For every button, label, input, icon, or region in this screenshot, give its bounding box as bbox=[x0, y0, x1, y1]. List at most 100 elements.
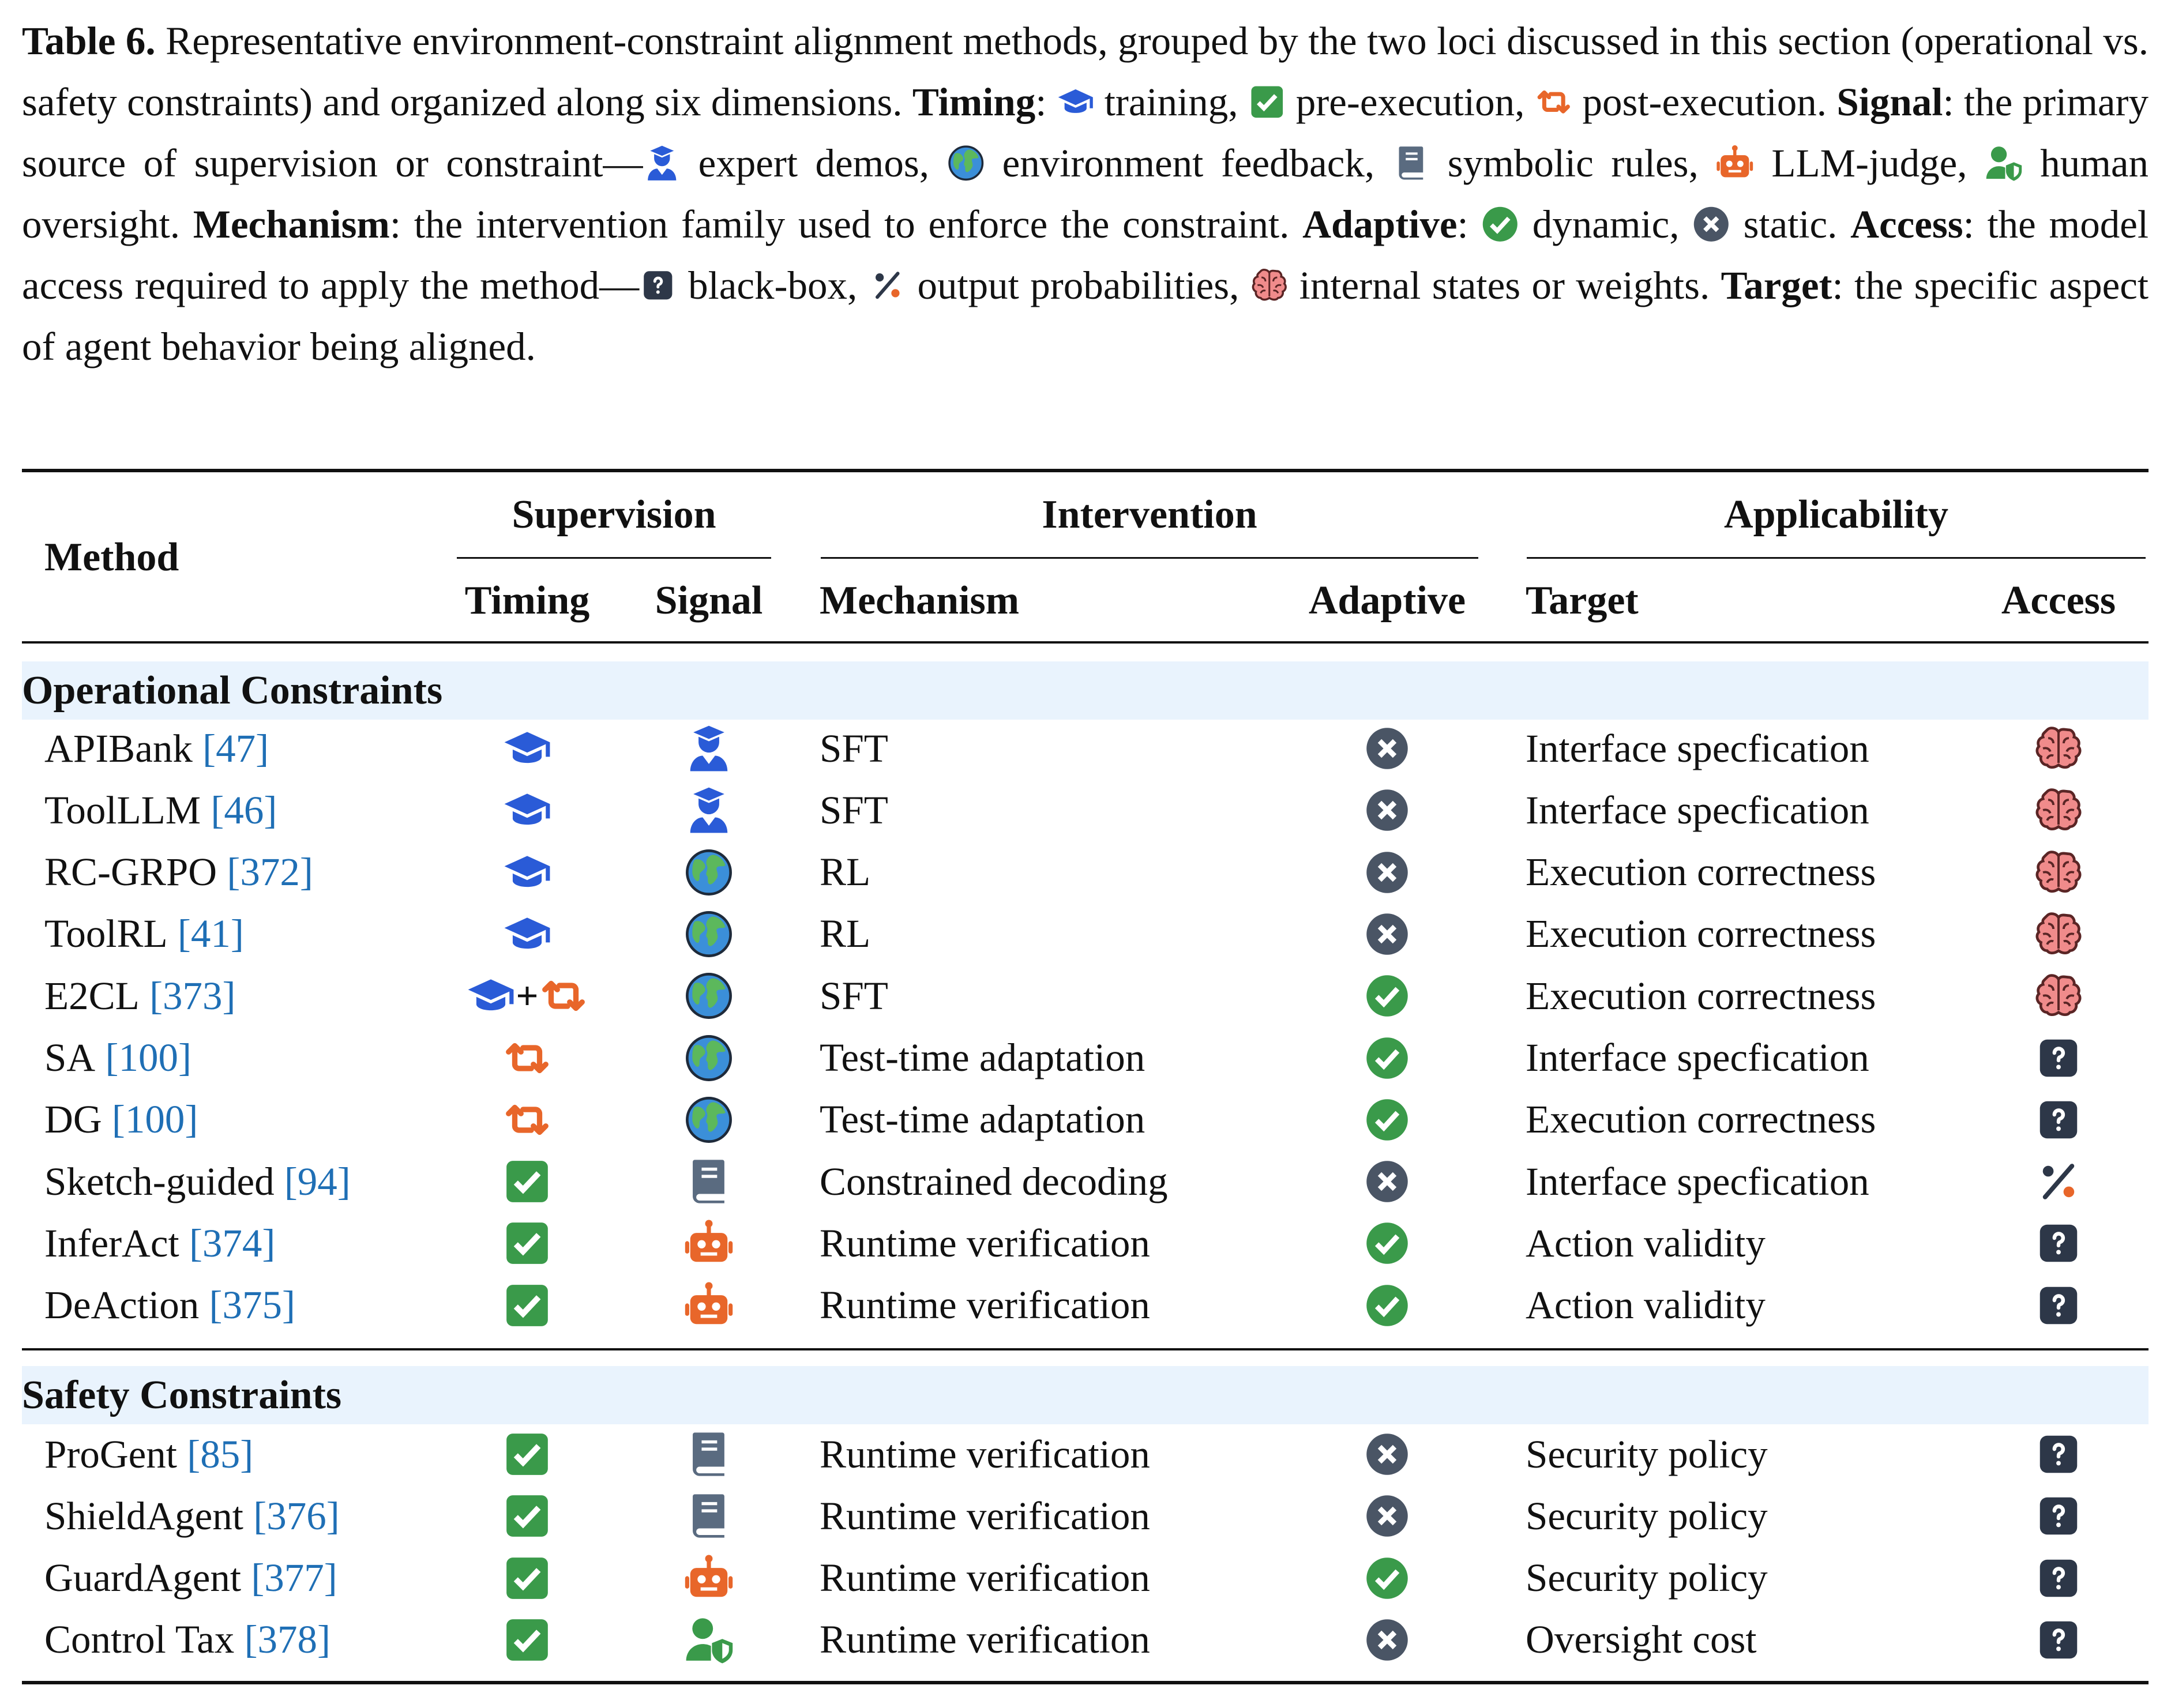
icon-part bbox=[468, 979, 514, 1011]
caption-text: expert demos, bbox=[681, 141, 947, 185]
icon-part bbox=[2042, 917, 2075, 949]
icon-part bbox=[686, 1644, 711, 1661]
icon-part bbox=[690, 1567, 728, 1597]
access-cell bbox=[1972, 1424, 2145, 1485]
icon bbox=[502, 1157, 552, 1206]
icon bbox=[1365, 912, 1410, 957]
sub-header: Target bbox=[1526, 578, 1639, 623]
icon-part bbox=[693, 1432, 724, 1476]
icon-part bbox=[1377, 1507, 1397, 1526]
icon bbox=[947, 144, 985, 182]
icon-part bbox=[506, 1043, 534, 1071]
icon-part bbox=[1366, 1557, 1408, 1599]
icon-part bbox=[2042, 979, 2075, 1011]
method-name: APIBank bbox=[44, 726, 193, 770]
timing-cell bbox=[441, 903, 614, 965]
icon bbox=[1365, 788, 1410, 833]
icon-part bbox=[963, 149, 979, 172]
icon-part bbox=[686, 1618, 733, 1664]
icon-part bbox=[1716, 145, 1753, 178]
icon bbox=[869, 266, 907, 304]
citation: [100] bbox=[111, 1097, 198, 1142]
icon-part bbox=[513, 1506, 541, 1529]
signal-cell bbox=[622, 1027, 795, 1089]
method-name: GuardAgent bbox=[44, 1556, 242, 1600]
access-cell bbox=[1972, 1274, 2145, 1336]
icon-part bbox=[2042, 1164, 2075, 1199]
icon-part bbox=[520, 1044, 549, 1073]
method-name: ShieldAgent bbox=[44, 1493, 243, 1538]
caption-term: Mechanism bbox=[193, 202, 390, 246]
icon-part bbox=[2052, 1046, 2065, 1062]
timing-cell bbox=[441, 1151, 614, 1213]
icon-part bbox=[506, 1104, 534, 1133]
icon-part bbox=[649, 145, 674, 156]
method-cell: Sketch-guided [94] bbox=[44, 1151, 351, 1213]
caption-text: : the primary source of supervision or c… bbox=[22, 80, 2149, 185]
icon-part bbox=[656, 290, 660, 294]
icon bbox=[2034, 1615, 2083, 1665]
signal-cell bbox=[622, 841, 795, 903]
bottom-rule bbox=[22, 1681, 2149, 1684]
icon-part bbox=[518, 987, 536, 1006]
mechanism-cell: Runtime verification bbox=[820, 1556, 1150, 1600]
icon-part bbox=[1377, 863, 1397, 882]
caption-term: Signal bbox=[1836, 80, 1943, 124]
icon bbox=[502, 1218, 552, 1268]
adaptive-cell bbox=[1301, 780, 1474, 841]
icon-part bbox=[707, 1558, 711, 1569]
target-cell: Interface specfication bbox=[1526, 726, 1869, 770]
icon bbox=[502, 1033, 552, 1083]
timing-cell bbox=[441, 1547, 614, 1609]
icon-part bbox=[2056, 1646, 2061, 1651]
adaptive-cell bbox=[1301, 1547, 1474, 1609]
group-header: Supervision bbox=[512, 492, 716, 537]
method-name: RC-GRPO bbox=[44, 850, 217, 894]
icon-part bbox=[686, 911, 732, 957]
mechanism-cell: Runtime verification bbox=[820, 1221, 1150, 1265]
method-name: Control Tax bbox=[44, 1617, 235, 1662]
icon-part bbox=[2042, 1165, 2054, 1177]
icon bbox=[1481, 205, 1519, 243]
icon-part bbox=[1256, 94, 1278, 112]
icon-part bbox=[1366, 975, 1408, 1017]
caption-text: : bbox=[1457, 202, 1482, 246]
icon bbox=[1248, 83, 1286, 121]
method-cell: RC-GRPO [372] bbox=[44, 841, 313, 903]
icon-part bbox=[2056, 1312, 2061, 1317]
icon-part bbox=[506, 1284, 548, 1326]
icon bbox=[2034, 1281, 2083, 1330]
icon-part bbox=[690, 725, 728, 772]
icon-part bbox=[2052, 1108, 2065, 1124]
icon-part bbox=[690, 1295, 728, 1324]
sub-header: Timing bbox=[464, 578, 590, 623]
icon-part bbox=[698, 798, 719, 815]
icon-part bbox=[513, 1295, 541, 1318]
icon-part bbox=[506, 1434, 548, 1475]
icon-part bbox=[875, 272, 900, 299]
icon-part bbox=[706, 978, 726, 1008]
icon-part bbox=[513, 1233, 541, 1256]
icon-part bbox=[1703, 216, 1719, 232]
icon bbox=[502, 785, 552, 835]
icon bbox=[684, 971, 734, 1021]
target-cell: Interface specfication bbox=[1526, 788, 1869, 832]
icon-part bbox=[506, 1495, 548, 1537]
icon-part bbox=[504, 732, 550, 763]
icon bbox=[684, 785, 734, 835]
icon-part bbox=[512, 749, 542, 763]
icon-part bbox=[693, 1494, 724, 1538]
icon bbox=[1535, 83, 1573, 121]
mechanism-cell: Constrained decoding bbox=[820, 1159, 1168, 1203]
icon-part bbox=[1537, 90, 1559, 112]
icon-part bbox=[476, 996, 506, 1011]
icon bbox=[643, 144, 681, 182]
caption-text: environment feedback, bbox=[985, 141, 1392, 185]
icon-part bbox=[1374, 987, 1400, 1008]
icon-part bbox=[1374, 1049, 1400, 1070]
icon-part bbox=[504, 917, 550, 943]
icon bbox=[539, 971, 588, 1021]
citation: [374] bbox=[189, 1221, 276, 1265]
mechanism-cell: SFT bbox=[820, 973, 888, 1018]
signal-cell bbox=[622, 1547, 795, 1609]
